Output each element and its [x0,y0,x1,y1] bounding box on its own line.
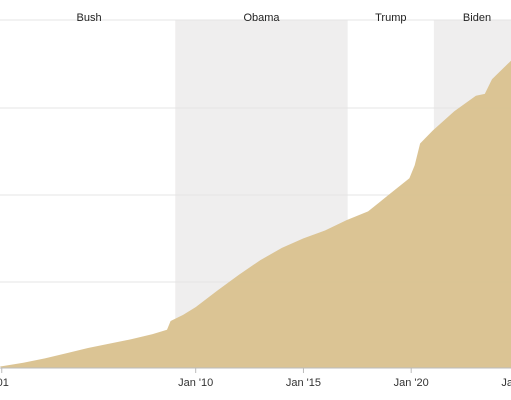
x-tick-label: Jan '15 [286,377,321,389]
x-tick-label: Jan '20 [394,377,429,389]
area-series [0,60,511,368]
term-labels: Bush Obama Trump Biden [77,12,492,24]
x-tick-label: '01 [0,377,9,389]
x-axis: '01 Jan '10 Jan '15 Jan '20 Jan '25 [0,367,511,389]
term-label-biden: Biden [463,12,491,24]
area-series-0 [0,60,511,368]
x-tick-label: Jan '25 [501,377,511,389]
x-tick-label: Jan '10 [178,377,213,389]
term-label-trump: Trump [375,12,406,24]
term-label-bush: Bush [77,12,102,24]
term-label-obama: Obama [243,12,280,24]
